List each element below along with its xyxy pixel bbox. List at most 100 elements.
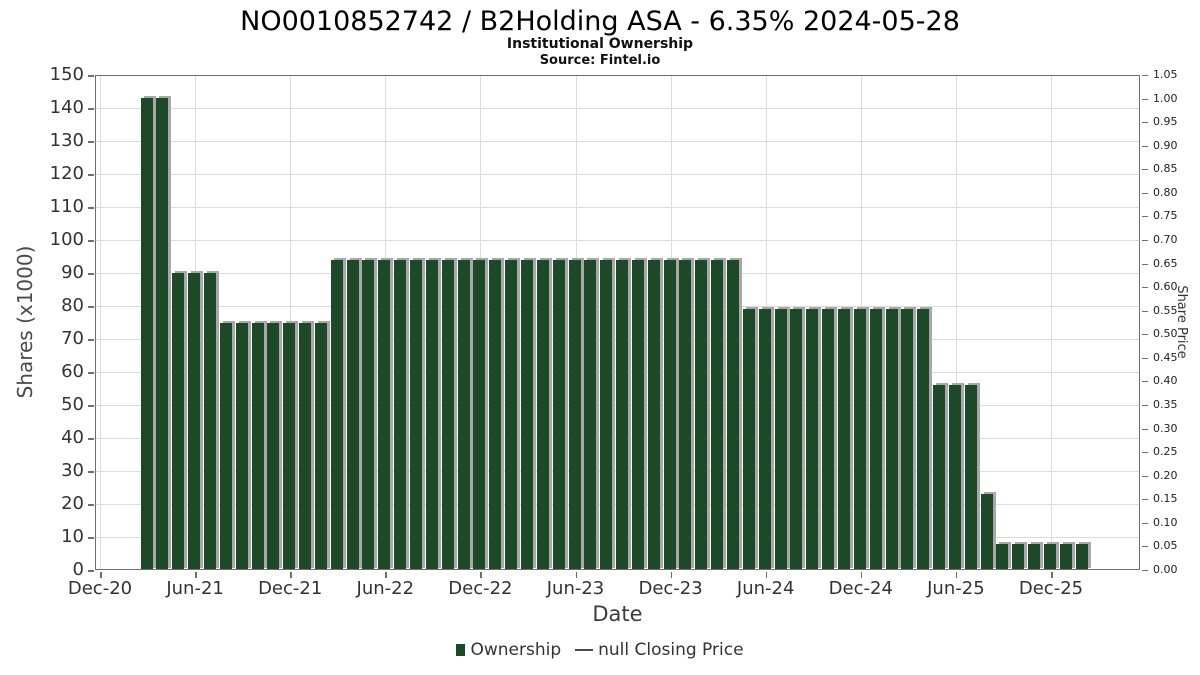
y-axis-tick-label: 0 [72, 559, 84, 580]
y-axis-tick [88, 108, 94, 110]
ownership-bar[interactable] [1059, 543, 1072, 570]
ownership-bar[interactable] [203, 273, 216, 570]
ownership-bar[interactable] [330, 259, 343, 570]
ownership-bar[interactable] [758, 309, 771, 570]
ownership-bar[interactable] [964, 385, 977, 570]
ownership-bar[interactable] [568, 259, 581, 570]
ownership-bar[interactable] [1028, 543, 1041, 570]
y-axis-tick [88, 570, 94, 572]
ownership-bar[interactable] [299, 322, 312, 570]
y2-axis-tick-label: 0.20 [1153, 468, 1178, 482]
chart-title: NO0010852742 / B2Holding ASA - 6.35% 202… [240, 6, 960, 37]
y2-axis-tick-label: 1.00 [1153, 91, 1178, 105]
gridline-vertical [1051, 76, 1052, 569]
ownership-bar[interactable] [140, 98, 153, 570]
ownership-bar[interactable] [948, 385, 961, 570]
ownership-bar[interactable] [584, 259, 597, 570]
ownership-bar[interactable] [457, 259, 470, 570]
y2-axis-tick [1142, 357, 1148, 359]
ownership-bar[interactable] [869, 309, 882, 570]
y2-axis-tick [1142, 452, 1148, 454]
ownership-bar[interactable] [394, 259, 407, 570]
ownership-bar[interactable] [552, 259, 565, 570]
ownership-bar[interactable] [1075, 543, 1088, 570]
x-axis-tick [480, 572, 482, 578]
ownership-bar[interactable] [663, 259, 676, 570]
ownership-bar[interactable] [616, 259, 629, 570]
ownership-bar[interactable] [505, 259, 518, 570]
ownership-bar[interactable] [679, 259, 692, 570]
y2-axis-tick-label: 0.10 [1153, 515, 1178, 529]
ownership-bar[interactable] [172, 273, 185, 570]
ownership-bar[interactable] [742, 309, 755, 570]
ownership-bar[interactable] [901, 309, 914, 570]
ownership-bar[interactable] [346, 259, 359, 570]
y2-axis-tick-label: 0.40 [1153, 374, 1178, 388]
y2-axis-tick [1142, 240, 1148, 241]
x-axis-tick-label: Dec-23 [638, 578, 703, 599]
ownership-bar[interactable] [885, 309, 898, 570]
ownership-bar[interactable] [917, 309, 930, 570]
ownership-bar[interactable] [489, 259, 502, 570]
ownership-bar[interactable] [837, 309, 850, 570]
ownership-bar[interactable] [774, 309, 787, 570]
ownership-bar[interactable] [806, 309, 819, 570]
y-axis-tick-label: 100 [49, 229, 84, 250]
legend-item-ownership[interactable]: Ownership [456, 640, 561, 660]
ownership-bar[interactable] [425, 259, 438, 570]
y2-axis-tick-label: 0.45 [1153, 350, 1178, 364]
ownership-bar[interactable] [441, 259, 454, 570]
ownership-bar[interactable] [933, 385, 946, 570]
legend-item-closing-price[interactable]: null Closing Price [575, 640, 744, 660]
chart-subtitle: Institutional Ownership [506, 36, 694, 52]
ownership-bar[interactable] [378, 259, 391, 570]
y-axis-tick [88, 504, 94, 506]
gridline-horizontal [96, 240, 1139, 241]
ownership-bar[interactable] [410, 259, 422, 570]
y2-axis-tick [1142, 475, 1148, 477]
plot-border [95, 75, 1140, 570]
x-axis-tick-label: Jun-23 [546, 578, 605, 599]
ownership-bar[interactable] [822, 309, 835, 570]
gridline-horizontal [96, 207, 1139, 208]
ownership-bar[interactable] [362, 259, 375, 570]
ownership-bar[interactable] [314, 322, 327, 570]
y2-axis-tick [1142, 522, 1148, 524]
ownership-bar[interactable] [188, 273, 201, 570]
ownership-bar[interactable] [267, 322, 280, 570]
y-axis-tick [88, 339, 94, 341]
ownership-bar[interactable] [473, 259, 486, 570]
ownership-bar[interactable] [536, 259, 549, 570]
gridline-horizontal [96, 174, 1139, 175]
y-axis-tick-label: 150 [49, 64, 84, 85]
x-axis-tick-label: Jun-24 [736, 578, 795, 599]
gridline-vertical [100, 76, 101, 569]
x-axis-tick-label: Dec-21 [258, 578, 323, 599]
y2-axis-tick-label: 0.60 [1153, 280, 1178, 294]
ownership-bar[interactable] [251, 322, 264, 570]
ownership-bar[interactable] [711, 259, 724, 570]
ownership-bar[interactable] [647, 259, 660, 570]
ownership-bar[interactable] [219, 322, 232, 570]
y2-axis-tick-label: 0.65 [1153, 256, 1178, 270]
ownership-bar[interactable] [283, 322, 296, 570]
ownership-bar[interactable] [520, 259, 533, 570]
y2-axis-tick-label: 0.35 [1153, 398, 1178, 411]
ownership-bar[interactable] [727, 259, 739, 570]
ownership-bar[interactable] [156, 98, 169, 570]
y2-axis-tick [1142, 122, 1148, 124]
y2-axis-tick-label: 0.75 [1153, 209, 1178, 223]
ownership-bar[interactable] [980, 494, 993, 570]
ownership-bar[interactable] [996, 543, 1009, 570]
ownership-bar[interactable] [1012, 543, 1025, 570]
ownership-bar[interactable] [631, 259, 644, 570]
ownership-bar[interactable] [1044, 543, 1056, 570]
ownership-bar[interactable] [600, 259, 613, 570]
y-axis-title-share-price: Share Price [1174, 285, 1189, 359]
ownership-bar[interactable] [695, 259, 708, 570]
ownership-bar[interactable] [235, 322, 248, 570]
y-axis-tick-label: 110 [49, 196, 84, 217]
y-axis-tick-label: 30 [61, 460, 84, 481]
ownership-bar[interactable] [790, 309, 803, 570]
ownership-bar[interactable] [853, 309, 866, 570]
